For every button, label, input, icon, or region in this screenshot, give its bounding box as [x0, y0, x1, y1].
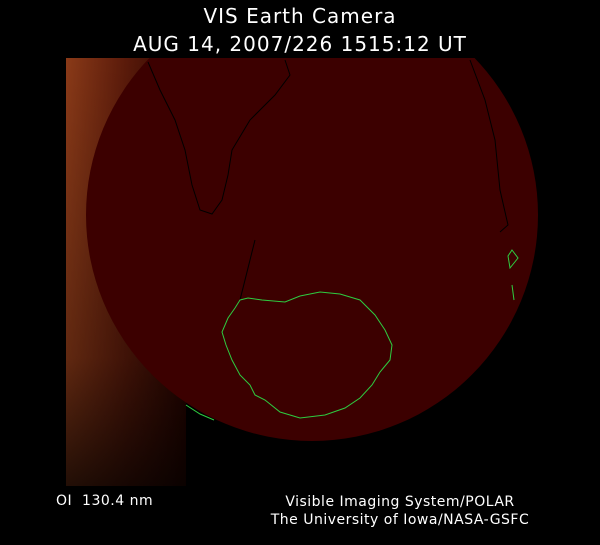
- credit-block: Visible Imaging System/POLAR The Univers…: [250, 493, 550, 529]
- credit-line-1: Visible Imaging System/POLAR: [285, 494, 515, 510]
- coastline-antarctic-peninsula: [239, 239, 256, 301]
- coastline-limb: [185, 404, 215, 421]
- earth-disk: [86, 58, 538, 441]
- coastline-africa: [147, 59, 291, 215]
- coastline-antarctica: [221, 291, 393, 419]
- coastline-south-america: [469, 59, 509, 233]
- coastline-south-american-tip: [507, 249, 519, 301]
- image-title: VIS Earth Camera: [203, 4, 397, 28]
- image-timestamp: AUG 14, 2007/226 1515:12 UT: [133, 32, 467, 56]
- credit-line-2: The University of Iowa/NASA-GSFC: [270, 512, 530, 528]
- filter-wavelength-label: OI 130.4 nm: [56, 493, 154, 509]
